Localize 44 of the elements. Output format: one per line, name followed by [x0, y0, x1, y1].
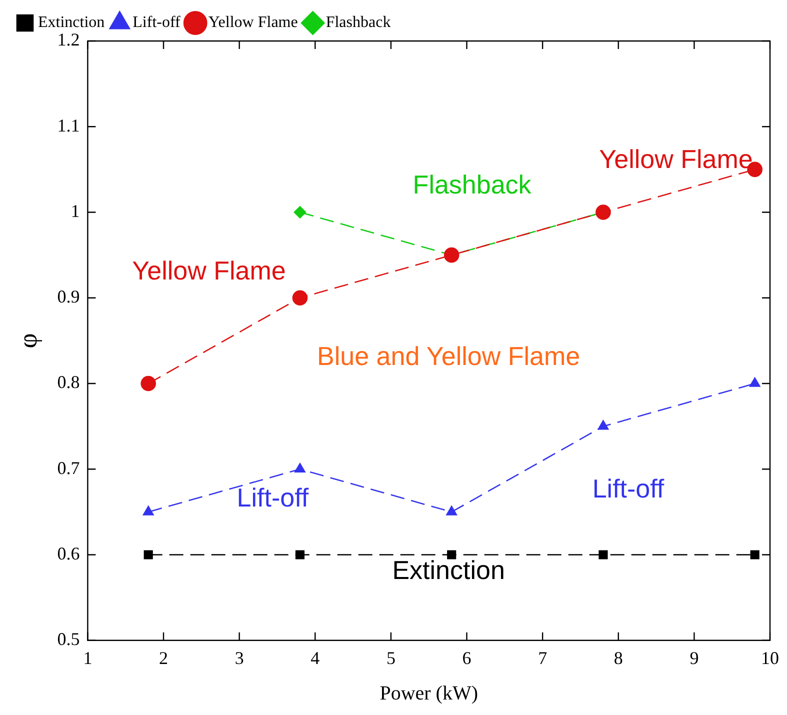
annotation: Blue and Yellow Flame	[317, 341, 580, 371]
point	[294, 206, 306, 218]
y-tick-label: 0.5	[57, 629, 80, 650]
x-tick-label: 6	[462, 648, 472, 668]
y-tick-label: 0.6	[57, 544, 80, 564]
x-tick-label: 10	[761, 648, 779, 668]
y-axis-title: φ	[13, 333, 42, 348]
point	[294, 462, 306, 473]
x-tick-label: 8	[614, 648, 623, 668]
annotation: Lift-off	[236, 482, 310, 512]
y-tick-label: 1.1	[57, 115, 80, 136]
y-tick-label: 1	[70, 200, 80, 221]
annotation: Extinction	[392, 555, 505, 586]
point	[446, 506, 458, 516]
point	[140, 376, 156, 392]
point	[295, 550, 305, 560]
x-tick-label: 7	[538, 648, 548, 668]
legend-label: Yellow Flame	[208, 14, 298, 32]
point	[750, 550, 760, 560]
x-tick-label: 1	[83, 648, 92, 668]
point	[598, 550, 608, 560]
x-tick-label: 2	[159, 648, 168, 668]
x-tick-label: 5	[386, 648, 396, 668]
annotation: Yellow Flame	[132, 255, 286, 286]
x-tick-label: 3	[234, 648, 244, 668]
legend-label: Flashback	[326, 14, 391, 32]
point	[142, 506, 154, 516]
annotation: Yellow Flame	[599, 144, 753, 174]
point	[144, 550, 153, 560]
point	[447, 550, 456, 560]
x-axis-title: Power (kW)	[380, 682, 478, 704]
legend-label: Lift-off	[132, 14, 182, 32]
point	[749, 377, 760, 387]
y-tick-label: 0.8	[57, 372, 80, 392]
point	[598, 420, 609, 430]
legend-label: Extinction	[38, 14, 105, 32]
y-tick-label: 1.2	[57, 30, 80, 50]
point	[292, 290, 308, 306]
annotation: Lift-off	[592, 474, 665, 504]
y-tick-label: 0.7	[57, 458, 80, 478]
x-tick-label: 9	[690, 648, 699, 668]
y-tick-label: 0.9	[57, 286, 80, 307]
annotation: Flashback	[412, 170, 532, 200]
x-tick-label: 4	[310, 648, 320, 668]
